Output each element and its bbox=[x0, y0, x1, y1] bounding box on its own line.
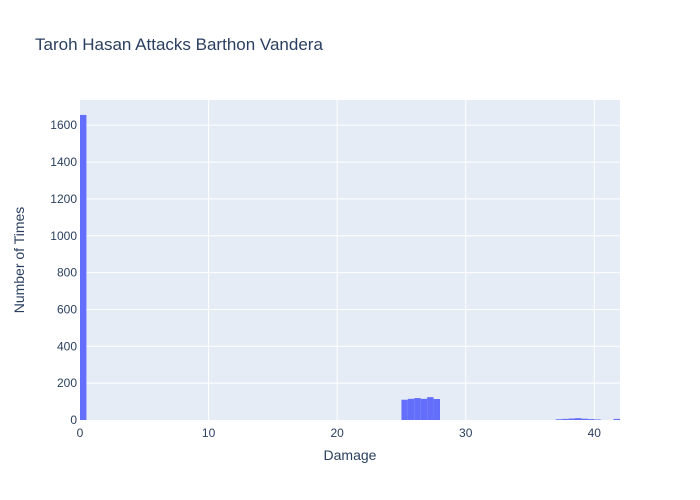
plot-background bbox=[80, 100, 620, 420]
x-tick-label: 40 bbox=[588, 426, 602, 440]
histogram-bar bbox=[401, 399, 408, 420]
x-axis-ticks: 0 10 20 30 40 bbox=[77, 426, 602, 440]
x-tick-label: 20 bbox=[330, 426, 344, 440]
y-tick-label: 600 bbox=[57, 302, 77, 316]
histogram-bar bbox=[420, 398, 428, 420]
y-tick-label: 1600 bbox=[50, 118, 77, 132]
x-tick-label: 0 bbox=[77, 426, 84, 440]
y-tick-label: 800 bbox=[57, 266, 77, 280]
histogram-bar bbox=[427, 397, 434, 420]
histogram-bar bbox=[575, 418, 582, 420]
gridlines bbox=[80, 100, 620, 420]
x-axis-title: Damage bbox=[324, 447, 377, 463]
histogram-bar bbox=[414, 398, 421, 420]
y-tick-label: 400 bbox=[57, 339, 77, 353]
y-axis-ticks: 0 200 400 600 800 1000 1200 1400 1600 bbox=[50, 118, 77, 427]
x-tick-label: 30 bbox=[459, 426, 473, 440]
chart-title: Taroh Hasan Attacks Barthon Vandera bbox=[35, 35, 323, 54]
histogram-bar bbox=[587, 419, 595, 420]
histogram-bar bbox=[568, 418, 575, 420]
histogram-bar bbox=[433, 398, 440, 420]
histogram-bar bbox=[613, 418, 620, 420]
x-tick-label: 10 bbox=[202, 426, 216, 440]
y-tick-label: 0 bbox=[70, 413, 77, 427]
histogram-bar bbox=[562, 418, 569, 420]
bars bbox=[80, 114, 620, 421]
histogram-bar bbox=[80, 114, 87, 421]
y-tick-label: 1000 bbox=[50, 229, 77, 243]
histogram-bar bbox=[407, 398, 415, 420]
y-tick-label: 1200 bbox=[50, 192, 77, 206]
histogram-bar bbox=[594, 419, 601, 420]
histogram-bar bbox=[581, 418, 588, 420]
y-tick-label: 200 bbox=[57, 376, 77, 390]
y-axis-title: Number of Times bbox=[11, 207, 27, 314]
y-tick-label: 1400 bbox=[50, 155, 77, 169]
histogram-bar bbox=[555, 419, 563, 420]
